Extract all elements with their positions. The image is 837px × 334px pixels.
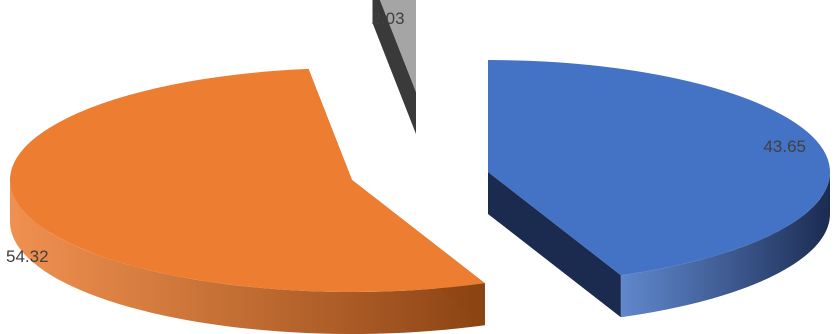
blue-slice xyxy=(488,60,831,318)
data-label-orange-slice: 54.32 xyxy=(6,247,49,266)
orange-slice xyxy=(9,68,485,334)
data-label-blue-slice: 43.65 xyxy=(763,137,806,156)
data-label-gray-slice: 2.03 xyxy=(371,9,404,28)
gray-slice xyxy=(372,0,416,134)
